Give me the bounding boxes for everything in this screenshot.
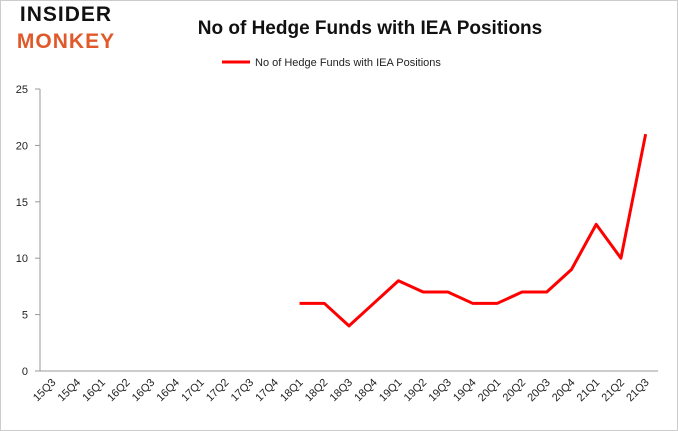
legend-label: No of Hedge Funds with IEA Positions bbox=[255, 57, 441, 69]
y-tick-label: 15 bbox=[16, 197, 28, 209]
y-tick-label: 20 bbox=[16, 140, 28, 152]
y-tick-label: 25 bbox=[16, 84, 28, 96]
y-tick-label: 5 bbox=[22, 310, 28, 322]
y-tick-label: 10 bbox=[16, 253, 28, 265]
y-tick-label: 0 bbox=[22, 366, 28, 378]
data-line bbox=[299, 133, 648, 328]
chart-title: No of Hedge Funds with IEA Positions bbox=[198, 18, 542, 39]
logo-line-1: INSIDER bbox=[20, 3, 112, 26]
logo-line-2: MONKEY bbox=[17, 30, 115, 53]
